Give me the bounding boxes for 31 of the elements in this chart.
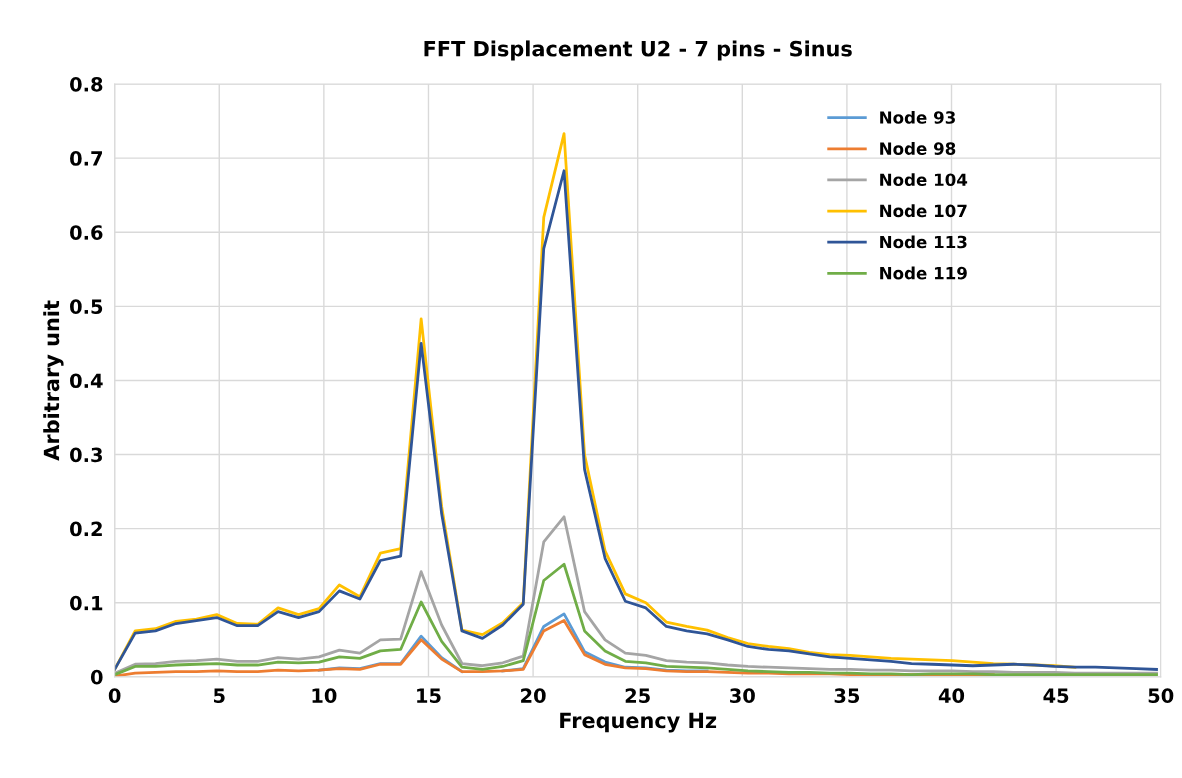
x-tick-label: 0 [108,688,121,704]
legend-label: Node 113 [880,235,967,249]
y-tick-label: 0.7 [70,151,102,166]
y-tick-label: 0.3 [70,447,102,463]
legend-label: Node 119 [880,266,967,280]
y-tick-label: 0.6 [70,225,103,240]
y-tick-label: 0.5 [70,299,103,314]
line-series [114,562,1158,677]
legend-label: Node 107 [880,204,967,218]
legend-label: Node 93 [880,110,955,124]
x-tick-label: 40 [938,688,965,704]
legend-label: Node 98 [880,142,956,155]
chart-title: FFT Displacement U2 - 7 pins - Sinus [424,40,852,61]
y-tick-label: 0.4 [70,373,103,389]
x-tick-label: 25 [625,688,650,704]
x-tick-label: 20 [521,688,546,704]
x-tick-label: 15 [417,688,441,704]
x-tick-label: 10 [312,688,337,704]
x-tick-label: 50 [1148,688,1174,704]
line-series [114,515,1158,675]
x-tick-label: 45 [1043,688,1069,704]
y-tick-label: 0.8 [70,76,103,92]
legend-label: Node 104 [880,173,968,187]
x-tick-label: 5 [214,688,225,704]
x-tick-label: 35 [834,688,860,704]
x-axis-title: Frequency Hz [560,712,717,733]
x-tick-label: 30 [730,688,755,704]
y-tick-label: 0.2 [70,521,102,537]
y-tick-label: 0.1 [70,595,103,611]
y-axis-title: Arbitrary unit [43,300,64,461]
y-tick-label: 0 [90,669,103,685]
